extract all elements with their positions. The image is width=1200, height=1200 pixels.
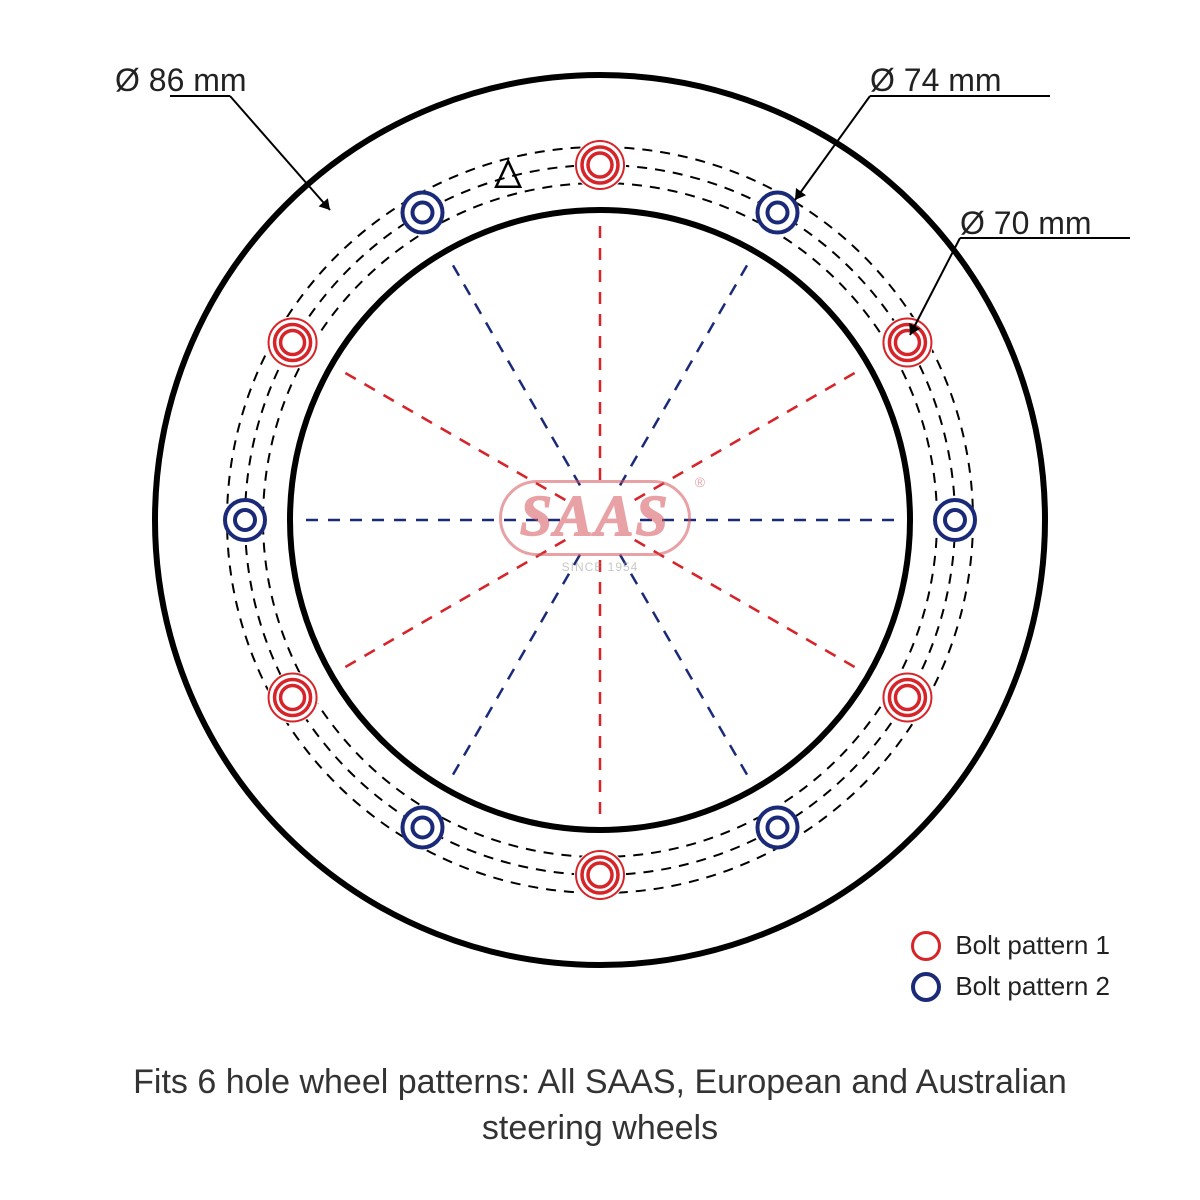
dim-inner-label: Ø 70 mm	[960, 205, 1092, 242]
legend: Bolt pattern 1 Bolt pattern 2	[911, 930, 1110, 1012]
legend-item-pattern2: Bolt pattern 2	[911, 971, 1110, 1002]
legend-label-2: Bolt pattern 2	[955, 971, 1110, 1002]
dim-outer-label: Ø 86 mm	[115, 62, 247, 99]
bolt-pattern-diagram	[0, 0, 1200, 1200]
legend-swatch-1-icon	[911, 931, 941, 961]
legend-item-pattern1: Bolt pattern 1	[911, 930, 1110, 961]
legend-label-1: Bolt pattern 1	[955, 930, 1110, 961]
legend-swatch-2-icon	[911, 972, 941, 1002]
caption-text: Fits 6 hole wheel patterns: All SAAS, Eu…	[0, 1060, 1200, 1152]
dim-pitch-label: Ø 74 mm	[870, 62, 1002, 99]
